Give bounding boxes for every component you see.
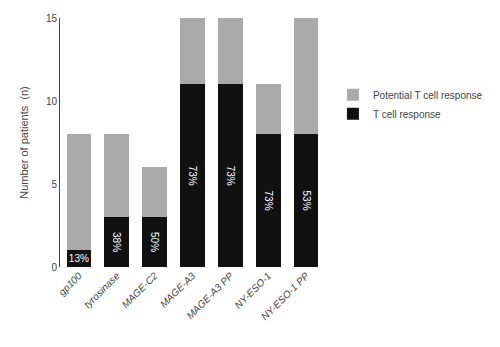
- svg-text:73%: 73%: [187, 166, 198, 186]
- svg-text:MAGE-A3: MAGE-A3: [158, 270, 198, 310]
- svg-text:NY-ESO-1: NY-ESO-1: [233, 270, 274, 311]
- svg-text:tyrosinase: tyrosinase: [82, 270, 122, 310]
- svg-text:gp100: gp100: [56, 270, 84, 298]
- svg-text:Potential T cell response: Potential T cell response: [373, 90, 483, 101]
- svg-text:73%: 73%: [225, 166, 236, 186]
- svg-text:15: 15: [46, 13, 58, 24]
- svg-text:0: 0: [51, 262, 57, 273]
- svg-text:MAGE-C2: MAGE-C2: [120, 270, 160, 310]
- svg-text:MAGE-A3 PP: MAGE-A3 PP: [184, 270, 235, 321]
- svg-text:50%: 50%: [149, 232, 160, 252]
- svg-text:10: 10: [46, 96, 58, 107]
- svg-text:T cell response: T cell response: [373, 109, 441, 120]
- svg-text:13%: 13%: [69, 253, 89, 264]
- svg-text:Number of patients (n): Number of patients (n): [18, 86, 30, 199]
- svg-text:73%: 73%: [263, 191, 274, 211]
- svg-text:53%: 53%: [301, 191, 312, 211]
- svg-text:38%: 38%: [111, 232, 122, 252]
- svg-text:5: 5: [51, 179, 57, 190]
- svg-text:NY-ESO-1 PP: NY-ESO-1 PP: [259, 270, 311, 322]
